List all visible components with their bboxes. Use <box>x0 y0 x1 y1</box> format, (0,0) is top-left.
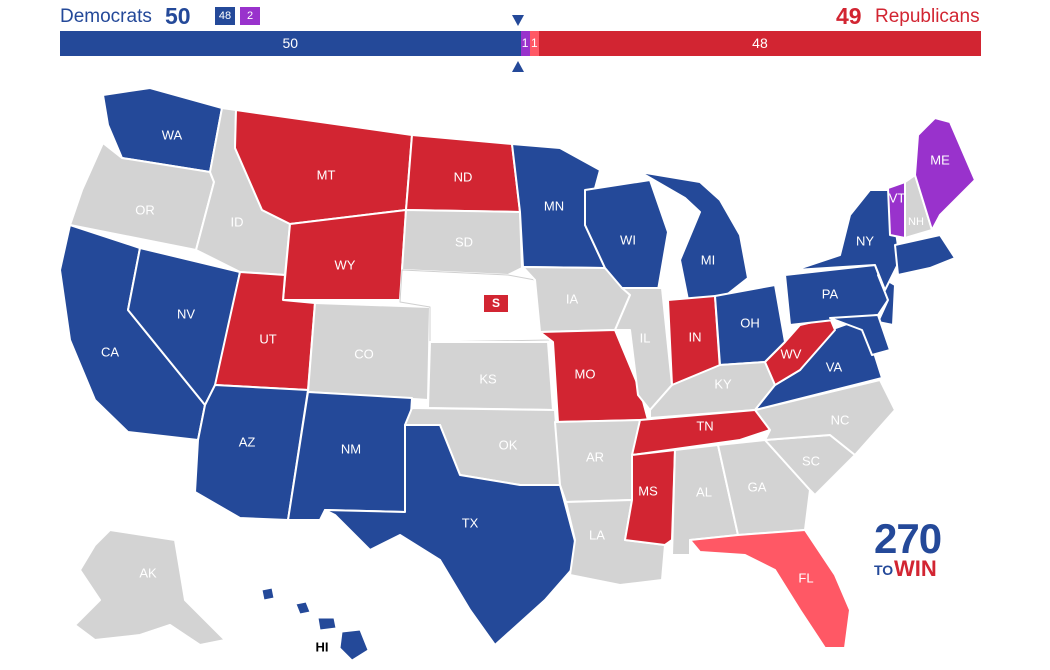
state-label-GA: GA <box>748 479 767 494</box>
state-New-England-south[interactable] <box>894 234 956 276</box>
republicans-label: Republicans <box>875 6 980 27</box>
state-label-KS: KS <box>479 371 497 386</box>
state-TX[interactable]: TX <box>324 424 581 646</box>
state-PA[interactable]: PA <box>784 264 889 326</box>
state-label-MT: MT <box>317 167 336 182</box>
state-label-MO: MO <box>575 366 596 381</box>
seat-balance-bar: 50 1 1 48 <box>60 31 981 56</box>
state-VT[interactable]: VT <box>887 181 906 239</box>
state-label-KY: KY <box>714 376 732 391</box>
state-label-WA: WA <box>162 127 183 142</box>
header: Democrats 50 48 2 49 Republicans <box>0 0 1050 30</box>
state-label-TX: TX <box>462 515 479 530</box>
state-label-MI: MI <box>701 252 715 267</box>
state-label-TN: TN <box>696 418 713 433</box>
state-label-NY: NY <box>856 233 874 248</box>
state-label-AR: AR <box>586 449 604 464</box>
state-label-PA: PA <box>822 286 839 301</box>
state-label-NE: S <box>492 296 500 310</box>
state-label-WI: WI <box>620 232 636 247</box>
state-ND[interactable]: ND <box>405 134 521 213</box>
state-WA[interactable]: WA <box>102 87 223 173</box>
state-label-NV: NV <box>177 306 195 321</box>
state-label-FL: FL <box>798 570 813 585</box>
state-MN[interactable]: MN <box>511 143 606 269</box>
state-label-OH: OH <box>740 315 760 330</box>
state-label-MN: MN <box>544 198 564 213</box>
state-KS[interactable]: KS <box>427 341 554 411</box>
state-label-IA: IA <box>566 291 579 306</box>
bar-segment-dem: 50 <box>60 31 521 56</box>
independent-seats-chip: 2 <box>240 7 260 25</box>
special-election-badge <box>484 295 508 312</box>
state-NJ[interactable] <box>877 274 896 326</box>
state-label-AL: AL <box>696 484 712 499</box>
majority-marker-top-icon <box>512 15 524 26</box>
state-label-IN: IN <box>689 329 702 344</box>
majority-marker-bottom-icon <box>512 61 524 72</box>
state-label-NC: NC <box>831 412 850 427</box>
state-GA[interactable]: GA <box>717 439 811 536</box>
state-label-VA: VA <box>826 359 843 374</box>
democrats-label: Democrats <box>60 6 152 27</box>
state-label-OK: OK <box>499 437 518 452</box>
state-MS[interactable]: MS <box>624 449 676 546</box>
state-label-CO: CO <box>354 346 374 361</box>
state-AR[interactable]: AR <box>554 419 641 503</box>
state-IL[interactable]: IL <box>614 287 673 411</box>
state-FL[interactable]: FL <box>689 529 851 649</box>
bar-segment-ind: 1 <box>520 31 530 56</box>
state-label-MS: MS <box>638 483 658 498</box>
state-CO[interactable]: CO <box>307 302 431 401</box>
270towin-logo[interactable]: 270 TO WIN <box>874 518 944 582</box>
state-WY[interactable]: WY <box>282 209 407 301</box>
state-OH[interactable]: OH <box>714 284 786 366</box>
state-NC[interactable]: NC <box>754 379 896 456</box>
state-label-SD: SD <box>455 234 473 249</box>
state-SD[interactable]: SD <box>401 209 523 276</box>
logo-number: 270 <box>874 515 942 562</box>
republicans-total: 49 <box>836 3 862 29</box>
state-label-AK: AK <box>139 565 157 580</box>
state-label-ND: ND <box>454 169 473 184</box>
state-label-ME: ME <box>930 152 950 167</box>
state-label-NH: NH <box>908 216 924 228</box>
state-label-VT: VT <box>889 190 906 205</box>
logo-to: TO <box>874 562 894 578</box>
state-label-AZ: AZ <box>239 434 256 449</box>
state-ME[interactable]: ME <box>914 117 976 231</box>
state-label-WY: WY <box>335 257 356 272</box>
state-label-CA: CA <box>101 344 119 359</box>
state-label-NM: NM <box>341 441 361 456</box>
state-WV[interactable]: WV <box>764 317 836 386</box>
bar-segment-rep: 48 <box>538 31 981 56</box>
state-MD-DE[interactable] <box>829 314 891 356</box>
state-label-SC: SC <box>802 453 820 468</box>
state-NM[interactable]: NM <box>287 391 413 521</box>
logo-win: WIN <box>894 556 937 581</box>
democrats-total: 50 <box>165 3 191 29</box>
state-MT[interactable]: MT <box>234 109 413 225</box>
state-label-ID: ID <box>231 214 244 229</box>
state-label-HI: HI <box>316 639 329 654</box>
state-AK[interactable]: AK <box>74 529 226 646</box>
dem-seats-chip: 48 <box>215 7 235 25</box>
state-label-WV: WV <box>781 346 802 361</box>
state-LA[interactable]: LA <box>565 499 666 586</box>
bar-segment-lean_rep: 1 <box>529 31 539 56</box>
state-label-UT: UT <box>259 331 276 346</box>
state-HI[interactable]: HI <box>261 587 369 661</box>
state-label-OR: OR <box>135 202 155 217</box>
state-SC[interactable]: SC <box>764 434 856 496</box>
state-label-LA: LA <box>589 527 605 542</box>
state-label-IL: IL <box>640 330 651 345</box>
